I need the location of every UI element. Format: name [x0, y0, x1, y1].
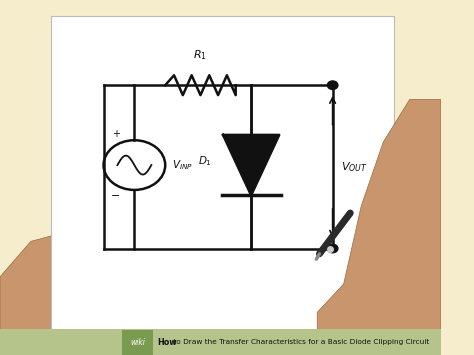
Text: to Draw the Transfer Characteristics for a Basic Diode Clipping Circuit: to Draw the Transfer Characteristics for… — [171, 339, 429, 345]
Text: $D_1$: $D_1$ — [198, 155, 212, 168]
Polygon shape — [0, 234, 92, 355]
Text: wiki: wiki — [130, 338, 145, 347]
Text: How: How — [157, 338, 177, 347]
Polygon shape — [223, 135, 279, 195]
Text: −: − — [111, 191, 120, 201]
Text: $V_{INP}$: $V_{INP}$ — [172, 158, 193, 172]
FancyBboxPatch shape — [0, 329, 440, 355]
Text: +: + — [112, 129, 120, 139]
Polygon shape — [317, 99, 440, 355]
Circle shape — [328, 81, 338, 89]
FancyBboxPatch shape — [51, 16, 394, 332]
Circle shape — [328, 244, 338, 253]
FancyBboxPatch shape — [122, 330, 153, 355]
Text: $R_1$: $R_1$ — [193, 48, 208, 62]
Text: $V_{OUT}$: $V_{OUT}$ — [340, 160, 367, 174]
